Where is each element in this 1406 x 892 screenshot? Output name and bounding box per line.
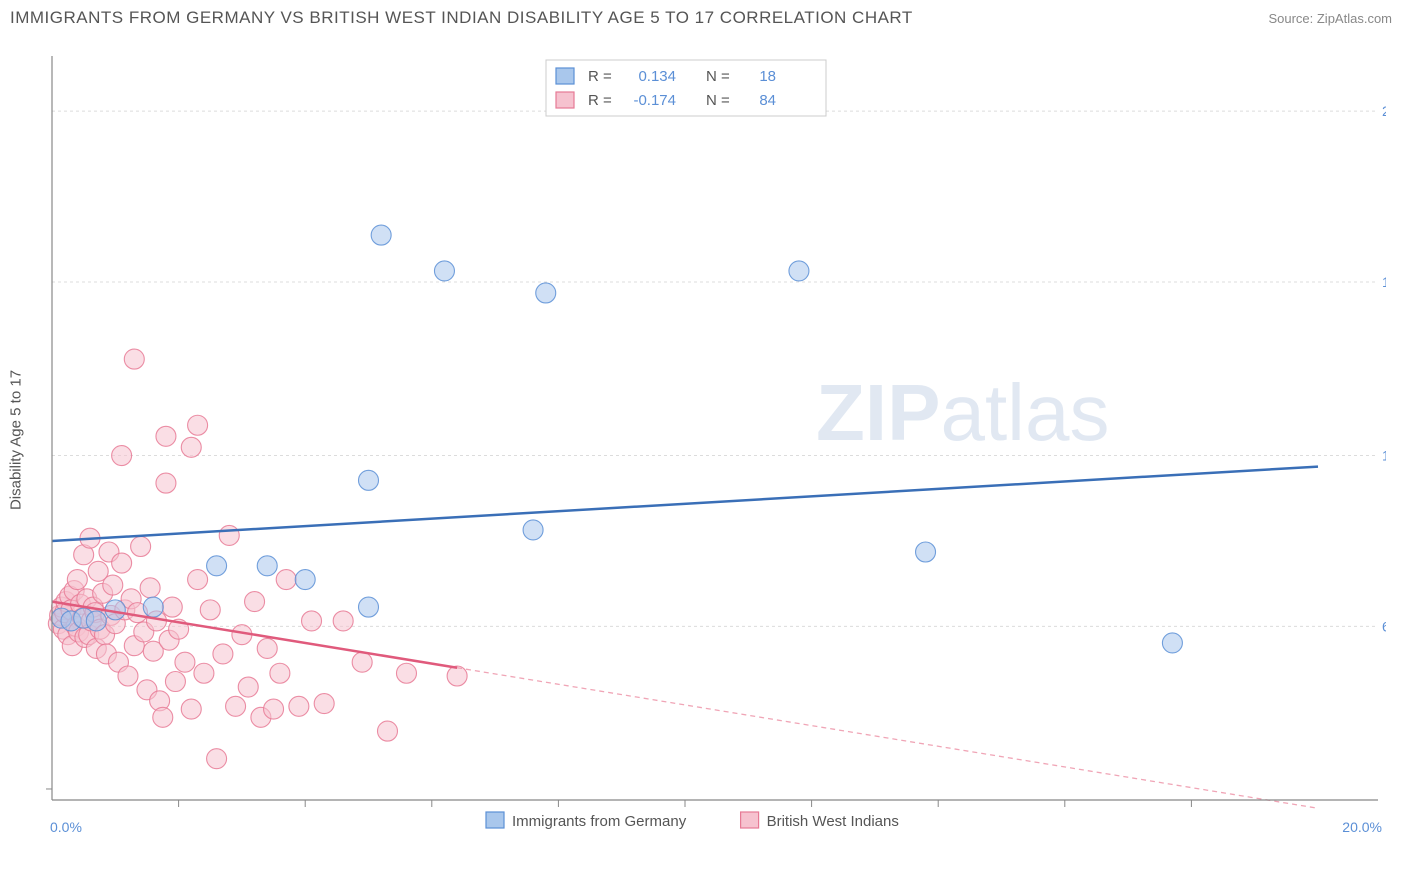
point-bwi [188,415,208,435]
point-bwi [124,349,144,369]
point-germany [257,556,277,576]
point-bwi [156,426,176,446]
point-germany [789,261,809,281]
point-bwi [245,592,265,612]
point-bwi [396,663,416,683]
point-bwi [447,666,467,686]
point-bwi [153,707,173,727]
point-germany [536,283,556,303]
point-bwi [270,663,290,683]
legend-r-label: R = [588,68,612,85]
legend-r-value: -0.174 [633,92,676,109]
point-bwi [131,536,151,556]
trendline-germany [52,467,1318,541]
legend-r-label: R = [588,92,612,109]
point-bwi [175,652,195,672]
legend-series: Immigrants from Germany British West Indi… [486,812,899,830]
legend-swatch [556,68,574,84]
point-bwi [264,699,284,719]
y-tick-label: 18.8% [1382,274,1386,290]
point-bwi [302,611,322,631]
point-bwi [188,570,208,590]
svg-text:ZIPatlas: ZIPatlas [816,368,1109,457]
point-bwi [162,597,182,617]
point-bwi [276,570,296,590]
point-germany [295,570,315,590]
point-bwi [377,721,397,741]
legend-n-label: N = [706,92,730,109]
point-bwi [207,749,227,769]
point-germany [143,597,163,617]
point-bwi [156,473,176,493]
y-tick-label: 6.3% [1382,618,1386,634]
point-germany [434,261,454,281]
point-germany [916,542,936,562]
point-bwi [140,578,160,598]
legend-swatch [486,812,504,828]
x-tick-label-left: 0.0% [50,819,82,835]
point-bwi [165,672,185,692]
point-bwi [181,699,201,719]
point-germany [86,611,106,631]
legend-series-label: British West Indians [767,813,899,830]
point-bwi [103,575,123,595]
point-bwi [219,525,239,545]
legend-series-label: Immigrants from Germany [512,813,687,830]
chart-title: IMMIGRANTS FROM GERMANY VS BRITISH WEST … [10,8,913,28]
scatter-chart: Disability Age 5 to 17 ZIPatlas6.3%12.5%… [46,40,1386,840]
point-bwi [118,666,138,686]
point-germany [1162,633,1182,653]
legend-n-value: 18 [759,68,776,85]
point-bwi [200,600,220,620]
point-bwi [112,553,132,573]
y-tick-label: 25.0% [1382,103,1386,119]
legend-swatch [741,812,759,828]
point-bwi [314,694,334,714]
trendline-bwi-extrapolated [457,668,1318,809]
point-bwi [257,638,277,658]
point-germany [523,520,543,540]
legend-r-value: 0.134 [638,68,676,85]
x-tick-label-right: 20.0% [1342,819,1382,835]
source-label: Source: ZipAtlas.com [1268,11,1392,26]
point-bwi [112,446,132,466]
point-bwi [352,652,372,672]
point-bwi [226,696,246,716]
point-bwi [289,696,309,716]
y-tick-label: 12.5% [1382,448,1386,464]
point-germany [207,556,227,576]
point-bwi [67,570,87,590]
y-axis-label: Disability Age 5 to 17 [8,370,25,510]
plot-svg: ZIPatlas 6.3% 12.5% 18.8% 25.0% 0.0% 20.0% R = 0… [46,40,1386,840]
point-germany [371,225,391,245]
legend-n-value: 84 [759,92,776,109]
point-bwi [333,611,353,631]
point-bwi [238,677,258,697]
point-bwi [181,437,201,457]
point-germany [359,470,379,490]
point-germany [359,597,379,617]
point-bwi [194,663,214,683]
legend-swatch [556,92,574,108]
point-bwi [213,644,233,664]
legend-n-label: N = [706,68,730,85]
